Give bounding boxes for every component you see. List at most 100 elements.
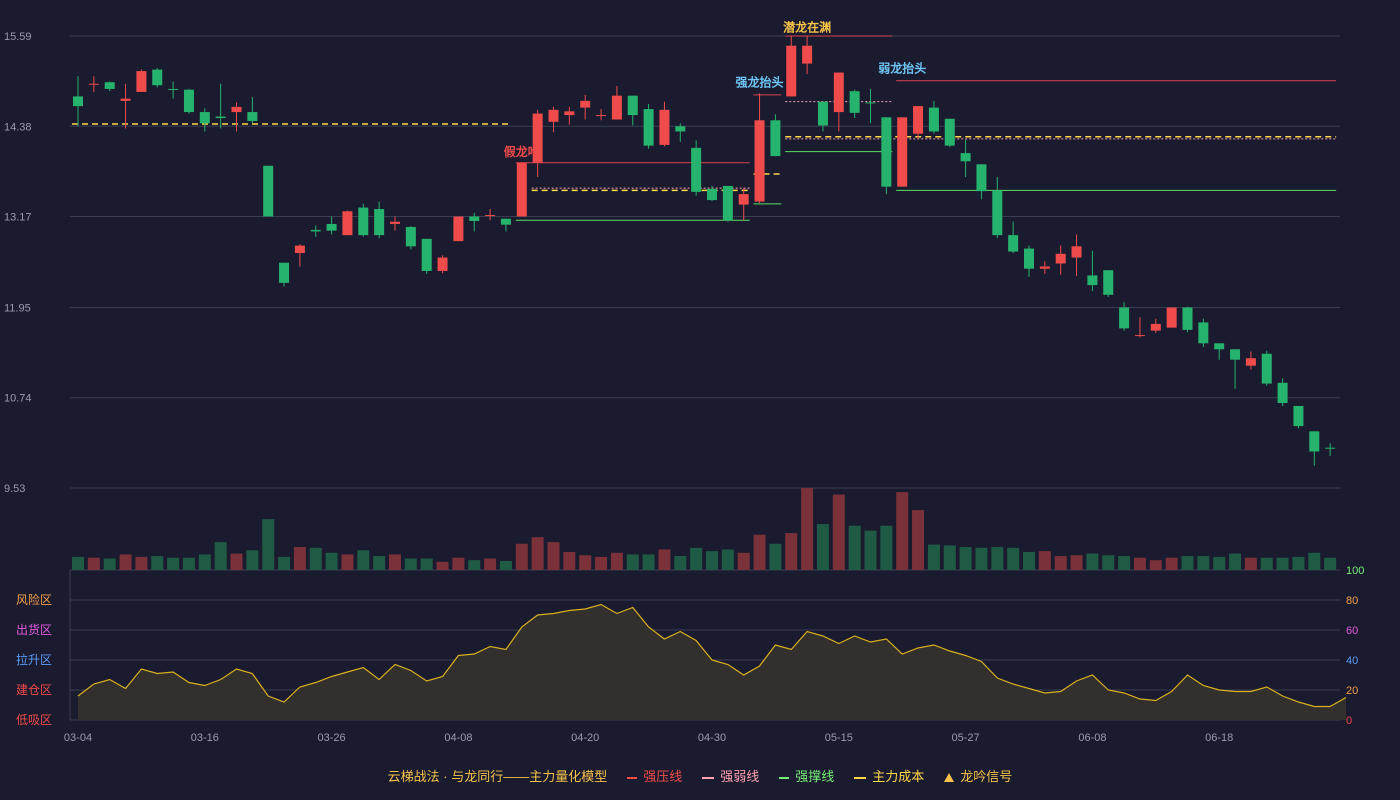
- volume-bar: [896, 492, 909, 570]
- candle-body: [1245, 358, 1256, 366]
- x-tick-label: 05-27: [952, 732, 980, 744]
- candle: [913, 106, 924, 139]
- volume-bar: [531, 537, 544, 570]
- x-tick-label: 06-08: [1078, 732, 1106, 744]
- candle-body: [849, 91, 860, 113]
- legend-swatch: [702, 776, 715, 779]
- volume-bar: [816, 524, 829, 570]
- volume-bar: [499, 560, 512, 570]
- candle-body: [865, 102, 876, 104]
- candle: [722, 185, 733, 222]
- indicator-zone-label: 建仓区: [16, 683, 52, 697]
- candle-body: [437, 257, 448, 271]
- x-tick-label: 03-26: [318, 732, 346, 744]
- volume-bar: [341, 554, 354, 570]
- x-tick-label: 04-08: [444, 732, 472, 744]
- volume-bar: [309, 547, 322, 570]
- indicator-tick-label: 100: [1346, 565, 1364, 577]
- candle-body: [73, 96, 83, 107]
- volume-bar: [246, 550, 259, 570]
- y-tick-label: 14.38: [4, 121, 32, 133]
- candle-body: [294, 245, 305, 254]
- legend-text: 云梯战法 · 与龙同行——主力量化模型: [387, 769, 608, 784]
- candle-body: [1261, 353, 1272, 384]
- volume-bar: [626, 554, 639, 570]
- candle: [215, 83, 226, 129]
- volume-bar: [927, 544, 940, 570]
- candle: [1309, 431, 1320, 466]
- indicator-tick-label: 80: [1346, 595, 1358, 607]
- volume-bar: [1133, 557, 1146, 570]
- volume-bar: [642, 554, 655, 570]
- candle: [786, 36, 797, 97]
- volume-bar: [404, 558, 417, 570]
- candle-body: [564, 111, 575, 116]
- candle: [1134, 317, 1145, 338]
- candle-body: [1150, 323, 1161, 331]
- indicator-tick-label: 60: [1346, 625, 1358, 637]
- y-tick-label: 10.74: [4, 393, 32, 405]
- candle: [247, 97, 258, 124]
- y-tick-label: 13.17: [4, 212, 32, 224]
- candle-body: [1230, 349, 1241, 360]
- candle: [120, 83, 131, 129]
- candle: [73, 76, 83, 127]
- candle-body: [358, 207, 369, 236]
- volume-bar: [1023, 551, 1035, 570]
- volume-bar: [357, 550, 370, 570]
- signal-label: 潜龙在渊: [783, 19, 831, 34]
- candle-body: [643, 109, 654, 146]
- candle-body: [960, 153, 971, 162]
- candle-body: [500, 218, 511, 225]
- candle-body: [310, 229, 321, 232]
- candle-body: [675, 126, 686, 132]
- candle-body: [738, 194, 749, 205]
- candle-body: [659, 109, 670, 145]
- candle: [485, 209, 496, 221]
- candle: [1024, 245, 1034, 277]
- legend-text: 强撑线: [795, 769, 835, 784]
- volume-bar: [674, 556, 687, 570]
- candle: [548, 106, 559, 133]
- candle: [976, 164, 987, 200]
- candle: [1008, 221, 1019, 254]
- candle: [992, 176, 1003, 239]
- candle: [659, 101, 670, 147]
- y-tick-label: 9.53: [4, 483, 25, 495]
- candle: [421, 238, 432, 274]
- candle-body: [897, 117, 908, 187]
- candle-body: [1039, 266, 1050, 269]
- candle: [1055, 245, 1066, 275]
- candle-body: [1214, 343, 1225, 350]
- candle: [817, 101, 828, 132]
- candle-body: [1277, 382, 1288, 403]
- candle: [833, 72, 844, 132]
- candle: [580, 94, 591, 120]
- volume-bar: [1260, 557, 1273, 570]
- indicator-zone-label: 低吸区: [16, 713, 52, 727]
- legend-item: 主力成本: [854, 769, 924, 784]
- volume-bar: [420, 558, 433, 570]
- candle-body: [580, 100, 591, 108]
- legend-swatch: [627, 776, 638, 779]
- candle-body: [326, 223, 337, 231]
- indicator-tick-label: 0: [1346, 715, 1352, 727]
- candle-body: [469, 216, 480, 221]
- candle: [532, 109, 543, 177]
- candle-body: [992, 190, 1003, 236]
- candle: [881, 117, 892, 195]
- candle-body: [881, 117, 892, 187]
- volume-bar: [1324, 557, 1337, 570]
- legend-text: 主力成本: [872, 769, 925, 784]
- candle-body: [421, 238, 432, 271]
- candle: [1261, 350, 1272, 386]
- volume-bar: [182, 557, 195, 570]
- volume-bar: [484, 558, 497, 570]
- candle-body: [786, 45, 797, 97]
- volume-bar: [1229, 553, 1242, 570]
- volume-bar: [135, 556, 148, 570]
- volume-bar: [1118, 556, 1131, 570]
- candle: [374, 201, 385, 239]
- volume-bar: [880, 525, 893, 570]
- candle: [611, 85, 622, 120]
